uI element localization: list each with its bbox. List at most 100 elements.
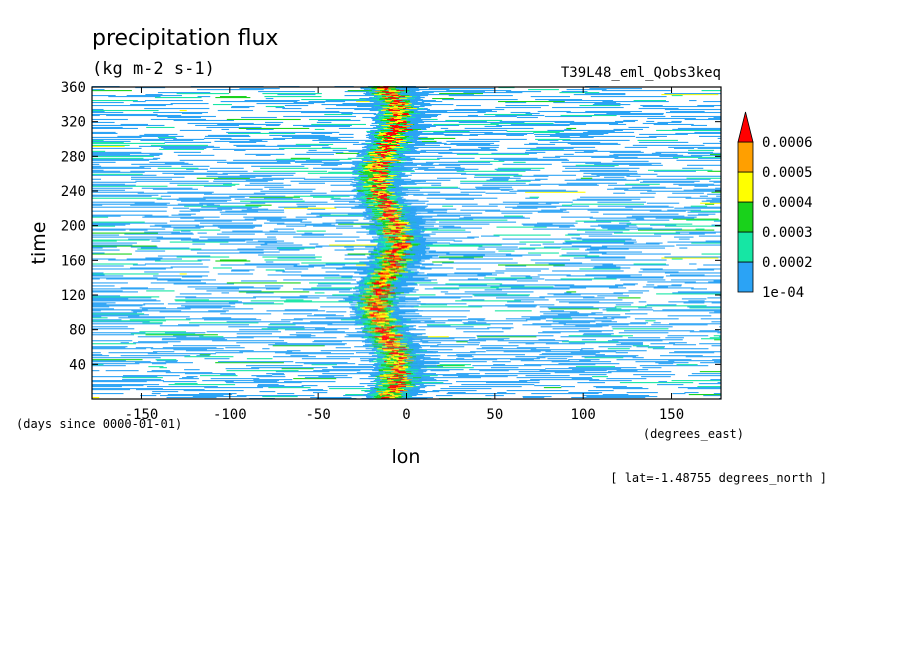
- precip-cell: [366, 199, 369, 201]
- precip-cell: [374, 95, 377, 97]
- precip-cell: [581, 356, 637, 358]
- precip-cell: [234, 198, 303, 200]
- precip-cell: [568, 359, 600, 361]
- precip-cell: [369, 194, 372, 196]
- precip-cell: [406, 117, 419, 120]
- precip-cell: [380, 172, 389, 174]
- precip-cell: [398, 324, 407, 326]
- precip-cell: [382, 241, 386, 243]
- precip-cell: [388, 108, 393, 111]
- precip-cell: [369, 342, 372, 344]
- precip-cell: [415, 257, 474, 259]
- precip-cell: [363, 93, 366, 95]
- precip-cell: [381, 151, 453, 153]
- precip-cell: [403, 266, 409, 268]
- precip-cell: [377, 234, 385, 236]
- precip-cell: [173, 119, 234, 122]
- precip-cell: [391, 141, 396, 143]
- precip-cell: [303, 178, 355, 180]
- precip-cell: [391, 356, 395, 358]
- precip-cell: [379, 327, 387, 329]
- precip-cell: [92, 214, 153, 216]
- precip-cell: [363, 290, 370, 292]
- precip-cell: [406, 252, 428, 254]
- precip-cell: [387, 131, 395, 133]
- precip-cell: [349, 178, 355, 180]
- precip-cell: [369, 108, 374, 111]
- precip-cell: [260, 244, 303, 246]
- precip-cell: [390, 175, 396, 177]
- precip-cell: [402, 191, 441, 193]
- precip-cell: [362, 214, 371, 216]
- precip-cell: [366, 211, 373, 213]
- precip-cell: [379, 374, 384, 376]
- precip-cell: [402, 259, 407, 261]
- precip-cell: [199, 236, 230, 238]
- precip-cell: [502, 238, 571, 240]
- precip-cell: [374, 255, 382, 257]
- precip-cell: [366, 284, 374, 286]
- precip-cell: [375, 340, 383, 342]
- precip-cell: [241, 280, 277, 282]
- precip-cell: [454, 272, 505, 274]
- precip-cell: [703, 264, 721, 266]
- precip-cell: [598, 346, 632, 348]
- precip-cell: [390, 92, 395, 94]
- precip-cell: [228, 326, 305, 328]
- precip-cell: [409, 109, 418, 112]
- precip-cell: [250, 300, 313, 302]
- precip-cell: [386, 188, 389, 190]
- precip-cell: [181, 112, 203, 115]
- precip-cell: [626, 216, 697, 218]
- precip-cell: [558, 363, 620, 365]
- precip-cell: [388, 383, 396, 385]
- precip-cell: [227, 132, 296, 134]
- precip-cell: [516, 280, 538, 282]
- precip-cell: [448, 95, 513, 97]
- precip-cell: [406, 360, 414, 362]
- precip-cell: [484, 277, 533, 279]
- precip-cell: [396, 116, 400, 119]
- precip-cell: [92, 165, 102, 167]
- precip-cell: [376, 382, 384, 384]
- precip-cell: [378, 373, 384, 375]
- precip-cell: [399, 255, 405, 257]
- precip-cell: [391, 147, 394, 149]
- precip-cell: [365, 143, 374, 145]
- precip-cell: [387, 380, 394, 382]
- precip-cell: [395, 260, 401, 262]
- precip-cell: [388, 133, 391, 135]
- precip-cell: [382, 119, 390, 122]
- precip-cell: [388, 165, 394, 167]
- precip-cell: [377, 253, 387, 255]
- precip-cell: [672, 218, 719, 220]
- precip-cell: [405, 258, 413, 260]
- precip-cell: [525, 112, 540, 115]
- precip-cell: [395, 318, 418, 320]
- precip-cell: [409, 102, 414, 105]
- precip-cell: [421, 229, 466, 231]
- precip-cell: [167, 303, 236, 305]
- precip-cell: [371, 236, 375, 238]
- precip-cell: [385, 146, 388, 148]
- precip-cell: [445, 198, 475, 200]
- precip-cell: [384, 100, 392, 102]
- precip-cell: [400, 342, 410, 344]
- precip-cell: [421, 140, 437, 142]
- precip-cell: [359, 197, 367, 199]
- precip-cell: [335, 152, 360, 154]
- precip-cell: [394, 278, 402, 280]
- precip-cell: [230, 106, 250, 109]
- precip-cell: [540, 315, 589, 317]
- precip-cell: [92, 309, 148, 311]
- precip-cell: [371, 299, 374, 301]
- precip-cell: [411, 179, 451, 181]
- precip-cell: [397, 196, 400, 198]
- precip-cell: [515, 356, 573, 358]
- precip-cell: [374, 163, 433, 165]
- precip-cell: [367, 385, 374, 387]
- precip-cell: [407, 349, 414, 351]
- precip-cell: [365, 339, 372, 341]
- x-tick-label: 0: [402, 407, 410, 423]
- precip-cell: [92, 184, 136, 186]
